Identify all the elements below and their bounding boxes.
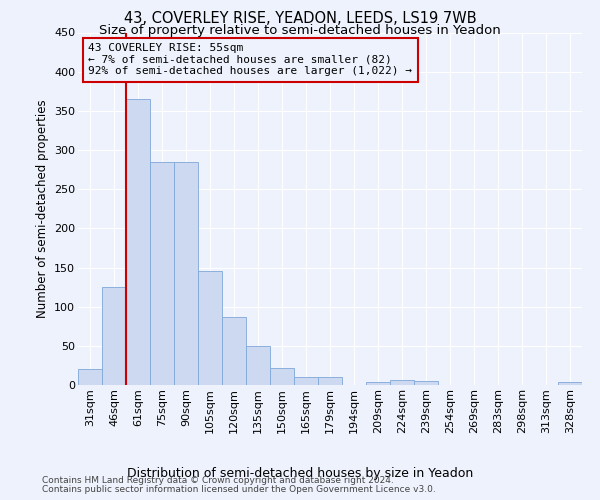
Bar: [390, 380, 414, 385]
Bar: [102, 287, 126, 385]
Bar: [318, 377, 342, 385]
Text: 43, COVERLEY RISE, YEADON, LEEDS, LS19 7WB: 43, COVERLEY RISE, YEADON, LEEDS, LS19 7…: [124, 11, 476, 26]
Bar: [270, 368, 294, 385]
Bar: [246, 346, 270, 385]
Bar: [222, 317, 246, 385]
Bar: [198, 272, 222, 385]
Bar: [558, 382, 582, 385]
Bar: [78, 370, 102, 385]
Bar: [150, 162, 174, 385]
Text: Contains public sector information licensed under the Open Government Licence v3: Contains public sector information licen…: [42, 485, 436, 494]
Text: Distribution of semi-detached houses by size in Yeadon: Distribution of semi-detached houses by …: [127, 468, 473, 480]
Text: 43 COVERLEY RISE: 55sqm
← 7% of semi-detached houses are smaller (82)
92% of sem: 43 COVERLEY RISE: 55sqm ← 7% of semi-det…: [88, 43, 412, 76]
Text: Contains HM Land Registry data © Crown copyright and database right 2024.: Contains HM Land Registry data © Crown c…: [42, 476, 394, 485]
Bar: [414, 381, 438, 385]
Bar: [174, 162, 198, 385]
Bar: [366, 382, 390, 385]
Bar: [294, 377, 318, 385]
Text: Size of property relative to semi-detached houses in Yeadon: Size of property relative to semi-detach…: [99, 24, 501, 37]
Bar: [126, 99, 150, 385]
Y-axis label: Number of semi-detached properties: Number of semi-detached properties: [35, 100, 49, 318]
